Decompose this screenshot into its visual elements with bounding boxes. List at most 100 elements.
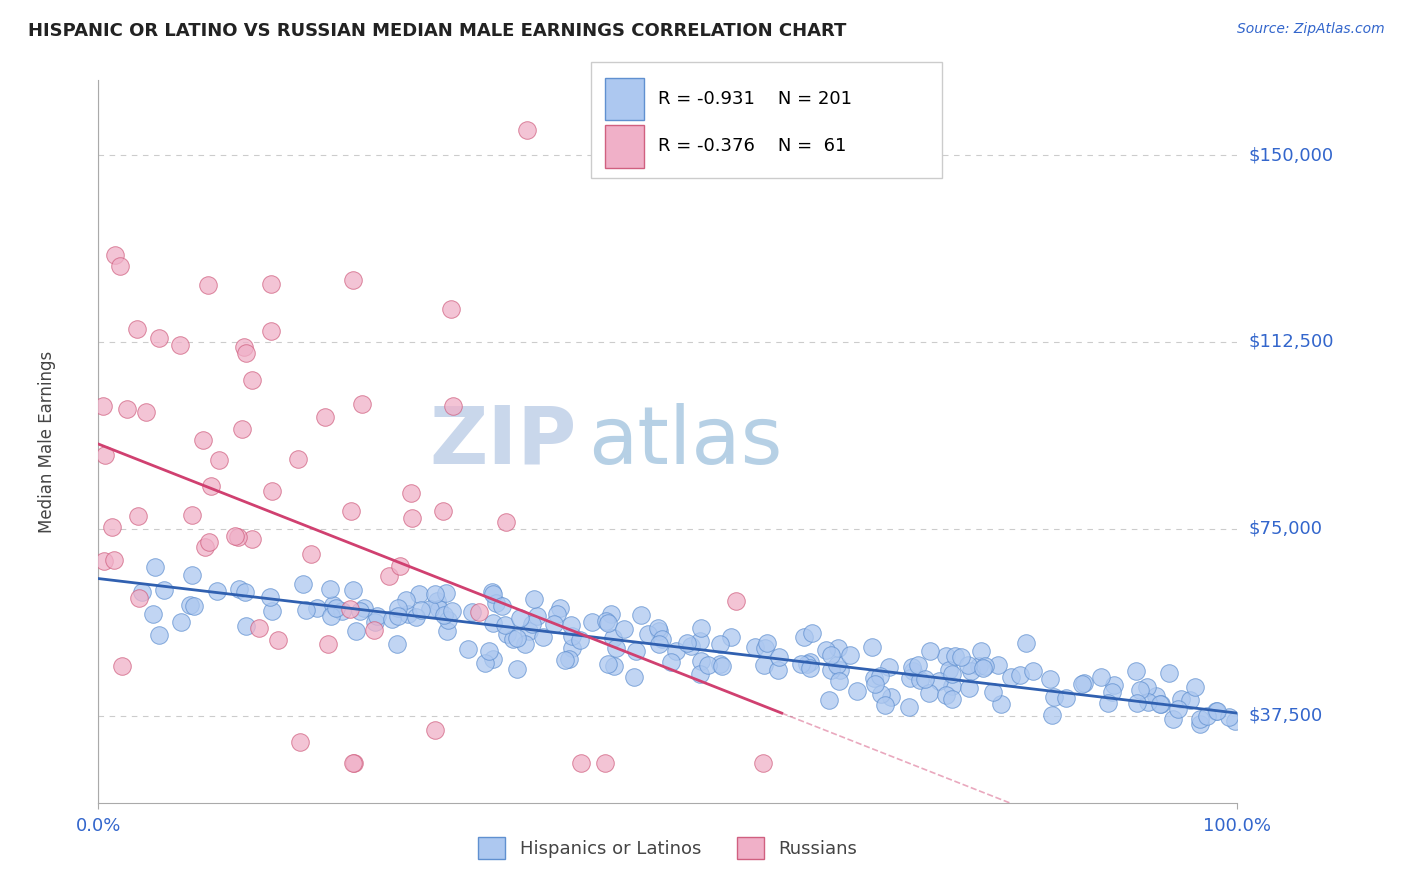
Point bbox=[1101, 684, 1123, 698]
Point bbox=[990, 697, 1012, 711]
Point bbox=[875, 698, 897, 712]
Point bbox=[398, 607, 420, 622]
Point bbox=[554, 653, 576, 667]
Point bbox=[352, 397, 374, 411]
Point bbox=[956, 657, 979, 672]
Point bbox=[240, 373, 263, 387]
Text: R = -0.931    N = 201: R = -0.931 N = 201 bbox=[658, 90, 852, 108]
Point bbox=[484, 596, 506, 610]
Point bbox=[690, 621, 713, 635]
Point bbox=[94, 448, 117, 462]
Point bbox=[827, 640, 849, 655]
Point bbox=[593, 756, 616, 770]
Point bbox=[901, 664, 924, 678]
Point bbox=[509, 611, 531, 625]
Point bbox=[408, 587, 430, 601]
Point bbox=[908, 673, 931, 687]
Point bbox=[183, 599, 205, 614]
Point bbox=[299, 547, 322, 561]
Point bbox=[548, 601, 571, 615]
Point bbox=[523, 592, 546, 607]
Point bbox=[1159, 665, 1181, 680]
Point bbox=[425, 586, 447, 600]
Point bbox=[290, 735, 312, 749]
Point bbox=[596, 657, 619, 672]
Point bbox=[1008, 667, 1031, 681]
Point bbox=[481, 585, 503, 599]
Point bbox=[709, 657, 731, 671]
Point bbox=[117, 402, 139, 417]
Point bbox=[941, 692, 963, 706]
Point bbox=[477, 644, 499, 658]
Point bbox=[830, 663, 852, 677]
Point bbox=[561, 628, 583, 642]
Point bbox=[839, 648, 862, 662]
Point bbox=[340, 504, 363, 518]
Point bbox=[661, 655, 683, 669]
Point bbox=[568, 632, 591, 647]
Point bbox=[720, 630, 742, 644]
Point bbox=[405, 610, 427, 624]
Point bbox=[957, 681, 980, 695]
Point bbox=[689, 667, 711, 681]
Point bbox=[135, 405, 157, 419]
Point bbox=[602, 632, 624, 646]
Point bbox=[1144, 690, 1167, 704]
Point bbox=[287, 452, 309, 467]
Point bbox=[914, 672, 936, 686]
Point bbox=[495, 515, 517, 529]
Text: ZIP: ZIP bbox=[429, 402, 576, 481]
Point bbox=[314, 409, 336, 424]
Point bbox=[193, 433, 215, 447]
Point bbox=[818, 692, 841, 706]
Point bbox=[543, 617, 565, 632]
Point bbox=[679, 639, 702, 653]
Point bbox=[224, 529, 246, 543]
Point bbox=[697, 657, 720, 672]
Point bbox=[262, 604, 284, 618]
Point bbox=[401, 510, 423, 524]
Point bbox=[148, 628, 170, 642]
Point bbox=[898, 699, 921, 714]
Point bbox=[179, 598, 201, 612]
Point bbox=[318, 636, 340, 650]
Point bbox=[103, 553, 125, 567]
Point bbox=[648, 637, 671, 651]
Point bbox=[799, 661, 821, 675]
Point bbox=[581, 615, 603, 629]
Text: $150,000: $150,000 bbox=[1249, 146, 1333, 164]
Point bbox=[970, 644, 993, 658]
Point bbox=[381, 612, 404, 626]
Point bbox=[799, 655, 821, 669]
Point bbox=[1022, 664, 1045, 678]
Text: Median Male Earnings: Median Male Earnings bbox=[38, 351, 56, 533]
Point bbox=[1150, 697, 1173, 711]
Point bbox=[1090, 670, 1112, 684]
Point bbox=[131, 584, 153, 599]
Text: $75,000: $75,000 bbox=[1249, 520, 1323, 538]
Point bbox=[1205, 704, 1227, 718]
Point bbox=[949, 650, 972, 665]
Point bbox=[744, 640, 766, 654]
Point bbox=[516, 123, 538, 137]
Point bbox=[1073, 676, 1095, 690]
Point bbox=[630, 608, 652, 623]
Point bbox=[752, 658, 775, 673]
Point bbox=[267, 632, 290, 647]
Point bbox=[1188, 717, 1211, 731]
Point bbox=[599, 607, 621, 621]
Point bbox=[1136, 695, 1159, 709]
Point bbox=[689, 654, 711, 668]
Point bbox=[967, 659, 990, 673]
Text: R = -0.376    N =  61: R = -0.376 N = 61 bbox=[658, 137, 846, 155]
Point bbox=[860, 640, 883, 655]
Point bbox=[796, 657, 818, 671]
Point bbox=[1149, 698, 1171, 712]
Point bbox=[385, 637, 408, 651]
Point bbox=[605, 641, 627, 656]
Point bbox=[869, 669, 891, 683]
Point bbox=[648, 624, 671, 639]
Point bbox=[1170, 691, 1192, 706]
Point bbox=[349, 604, 371, 618]
Point bbox=[423, 723, 446, 738]
